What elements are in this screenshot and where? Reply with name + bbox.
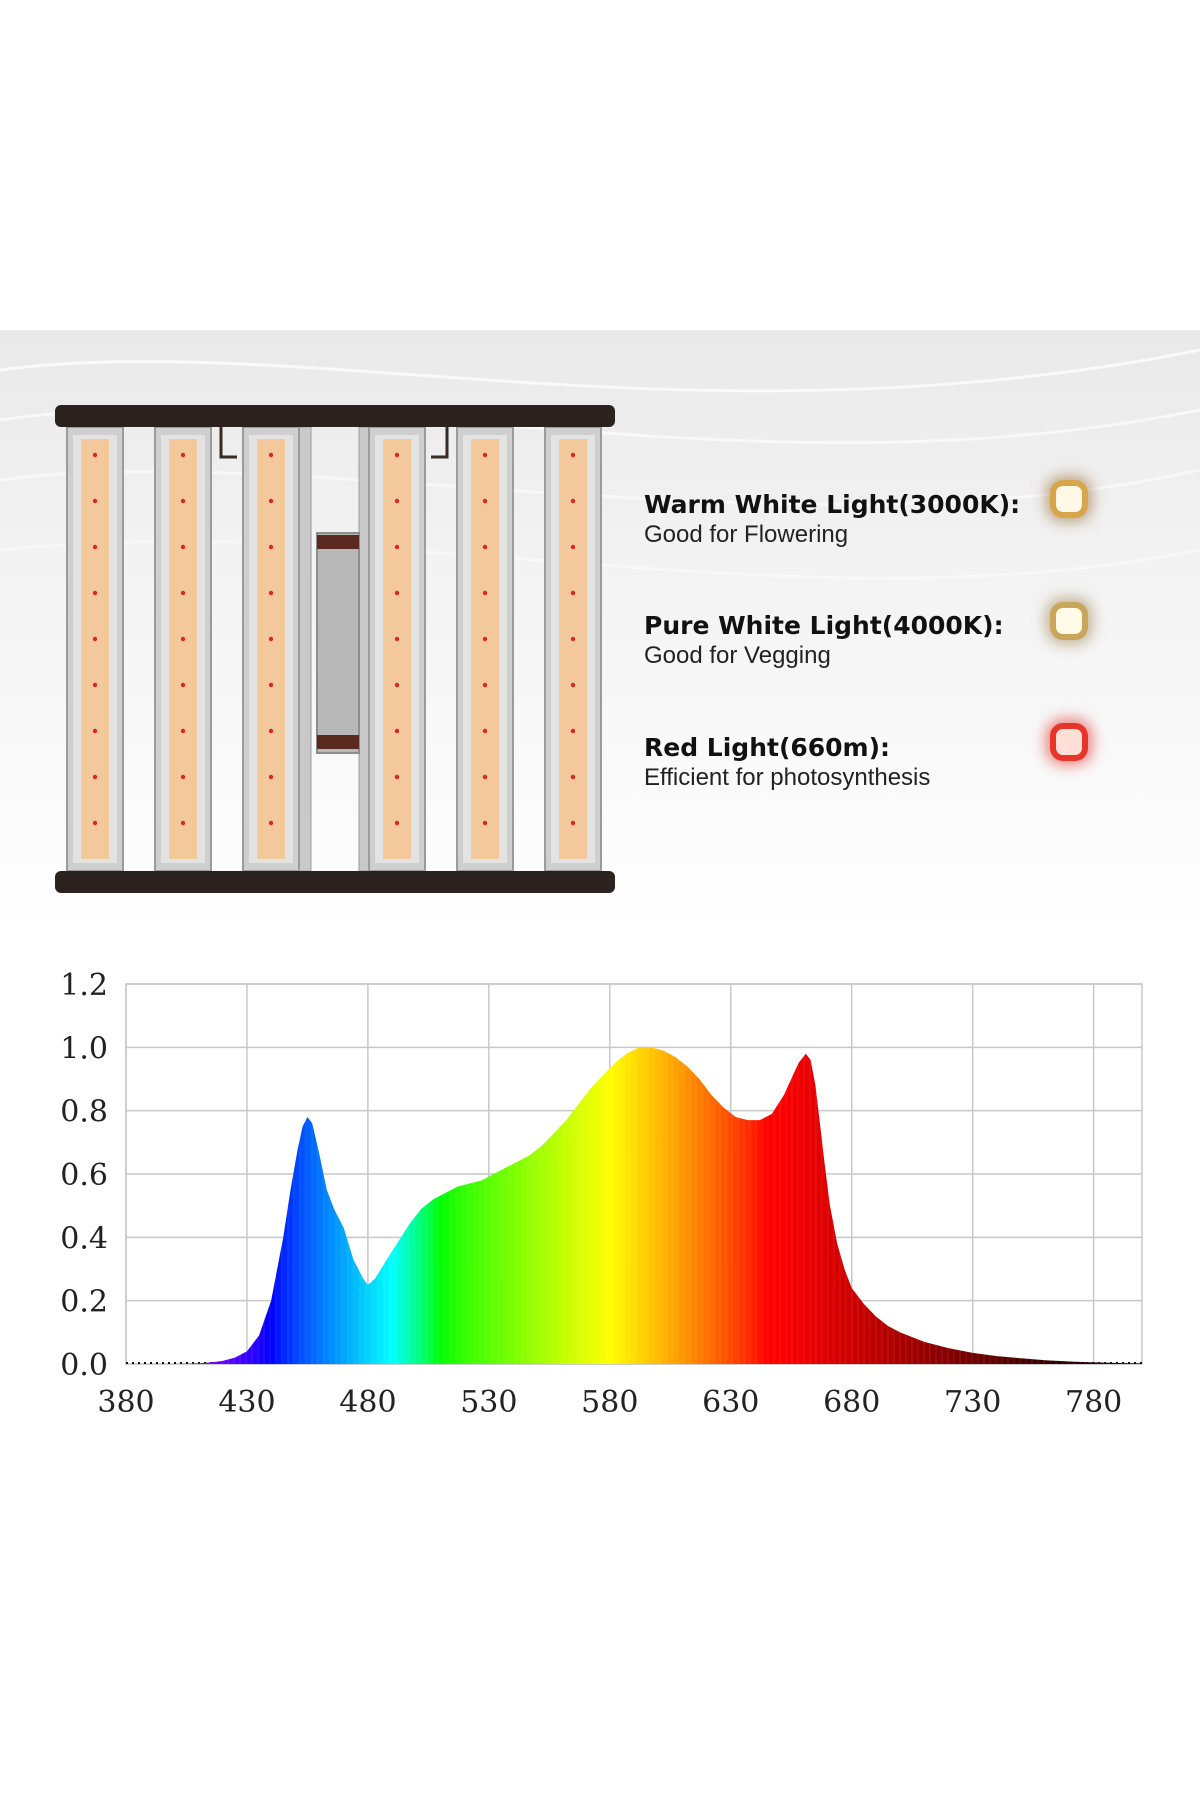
legend-item-red: Red Light(660m): Efficient for photosynt… [644,733,1064,793]
legend-title: Red Light(660m): [644,733,891,762]
legend-description: Good for Flowering [644,521,849,548]
driver-bracket-bottom [317,735,359,749]
x-tick-label: 630 [702,1385,759,1420]
led-bar [368,426,426,872]
top-frame-rail [55,405,615,427]
warm-white-led-icon [1056,486,1082,512]
x-tick-label: 530 [460,1385,517,1420]
bottom-frame-rail [55,871,615,893]
pure-white-led-icon [1056,608,1082,634]
legend-item-warm-white: Warm White Light(3000K): Good for Flower… [644,490,1064,550]
x-tick-label: 380 [97,1385,154,1420]
led-grow-light-fixture [55,405,615,893]
legend-description: Efficient for photosynthesis [644,764,931,791]
support-rail [298,426,312,872]
led-bar [154,426,212,872]
driver-bracket-top [317,535,359,549]
y-tick-label: 0.8 [60,1095,108,1130]
hanging-hook-right [431,427,449,459]
x-tick-label: 430 [218,1385,275,1420]
spectrum-chart: 0.0 0.2 0.4 0.6 0.8 1.0 1.2 380 430 480 530 580 630… [60,968,1143,1420]
led-bar [544,426,602,872]
led-bar [66,426,124,872]
y-tick-label: 0.0 [60,1348,108,1383]
y-tick-label: 1.0 [60,1031,108,1066]
led-bar [456,426,514,872]
x-tick-label: 730 [944,1385,1001,1420]
legend-title: Pure White Light(4000K): [644,611,1004,640]
red-led-icon [1056,729,1082,755]
x-tick-label: 480 [339,1385,396,1420]
y-tick-label: 1.2 [60,968,108,1003]
x-tick-label: 780 [1065,1385,1122,1420]
x-tick-label: 680 [823,1385,880,1420]
y-tick-label: 0.2 [60,1285,108,1320]
legend-item-pure-white: Pure White Light(4000K): Good for Veggin… [644,611,1064,671]
x-tick-label: 580 [581,1385,638,1420]
led-bar [242,426,300,872]
driver-box [316,532,360,754]
y-tick-label: 0.6 [60,1158,108,1193]
legend-description: Good for Vegging [644,642,831,669]
legend-title: Warm White Light(3000K): [644,490,1021,519]
hanging-hook-left [219,427,237,459]
y-tick-label: 0.4 [60,1221,108,1256]
